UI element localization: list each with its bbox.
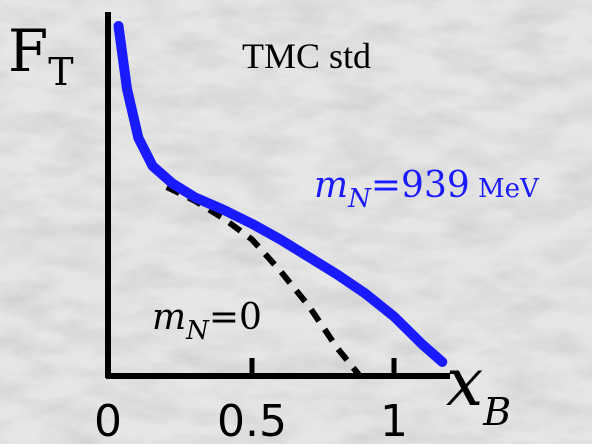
y-axis-label: FT — [8, 17, 74, 94]
x-axis-label: xB — [446, 344, 512, 434]
x-tick-label-0.5: 0.5 — [217, 396, 287, 447]
series-line-massless — [165, 184, 363, 378]
series-label-massless: mN=0 — [152, 297, 262, 346]
x-tick-label-1: 1 — [380, 396, 408, 447]
series-line-939mev — [113, 21, 448, 367]
series-label-939mev: mN=939 MeV — [314, 165, 539, 214]
x-tick-label-0: 0 — [94, 396, 122, 447]
chart-title: TMC std — [242, 36, 372, 76]
